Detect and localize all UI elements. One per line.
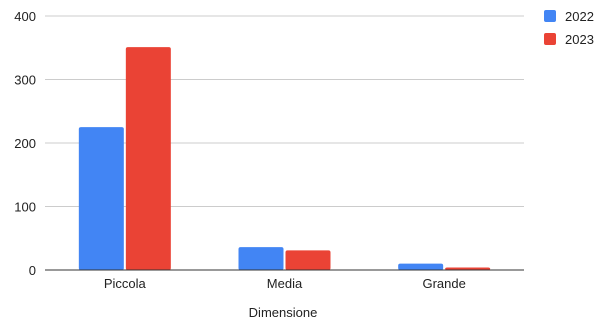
legend-swatch [544,33,556,45]
y-tick-label: 200 [14,136,36,151]
bar-2023-piccola [125,47,171,270]
y-tick-label: 100 [14,200,36,215]
grid-lines [45,15,524,207]
legend-label: 2022 [565,9,594,24]
legend-swatch [544,10,556,22]
y-tick-label: 300 [14,73,36,88]
bar-2022-media [238,247,284,270]
y-tick-label: 400 [14,9,36,24]
x-tick-label: Media [267,276,303,291]
x-tick-label: Piccola [104,276,147,291]
bars [78,47,491,270]
legend-label: 2023 [565,32,594,47]
bar-2023-grande [445,267,491,270]
legend: 2022 2023 [544,9,594,47]
x-tick-label: Grande [422,276,465,291]
x-axis-ticks: Piccola Media Grande [104,276,466,291]
bar-2022-grande [398,263,444,270]
x-axis-title: Dimensione [249,305,318,320]
y-axis-ticks: 0 100 200 300 400 [14,9,36,278]
bar-2022-piccola [78,127,124,270]
bar-2023-media [285,250,331,270]
y-tick-label: 0 [29,263,36,278]
